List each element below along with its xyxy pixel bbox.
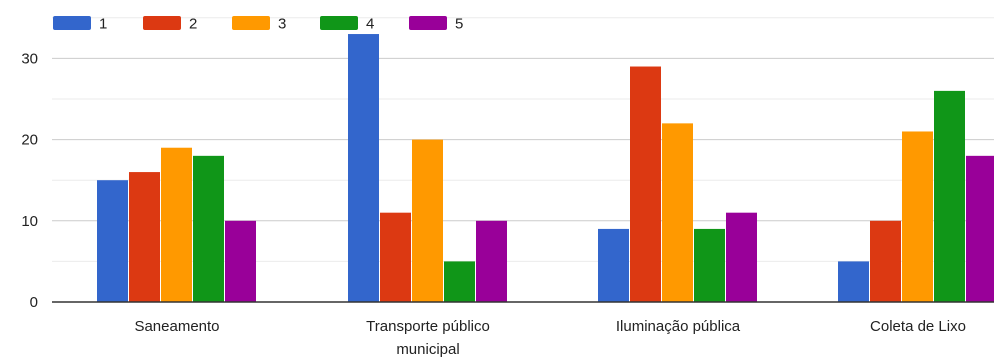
legend-swatch — [409, 16, 447, 30]
legend-swatch — [320, 16, 358, 30]
legend-label: 2 — [189, 16, 197, 33]
bar-series-1-1 — [348, 34, 379, 302]
bar-series-5-1 — [476, 220, 507, 302]
bar-series-1-0 — [97, 180, 128, 302]
bar-series-4-0 — [193, 155, 224, 302]
bar-series-2-2 — [630, 66, 661, 303]
bar-series-4-3 — [934, 90, 965, 302]
legend-item-2: 2 — [143, 16, 197, 33]
bar-series-4-1 — [444, 261, 475, 302]
bar-series-3-1 — [412, 139, 443, 302]
legend-label: 1 — [99, 16, 107, 33]
legend-label: 4 — [366, 16, 374, 33]
y-tick-label: 10 — [21, 213, 38, 230]
legend-swatch — [53, 16, 91, 30]
bar-series-2-3 — [870, 220, 901, 302]
legend-item-4: 4 — [320, 16, 374, 33]
legend-item-1: 1 — [53, 16, 107, 33]
bar-series-5-3 — [966, 155, 994, 302]
bar-series-2-0 — [129, 172, 160, 302]
y-tick-label: 30 — [21, 50, 38, 67]
legend-label: 5 — [455, 16, 463, 33]
x-tick-label: Transporte público — [366, 318, 490, 335]
bar-series-1-2 — [598, 228, 629, 302]
y-tick-label: 20 — [21, 132, 38, 149]
bar-series-4-2 — [694, 228, 725, 302]
legend-swatch — [232, 16, 270, 30]
bar-series-3-3 — [902, 131, 933, 302]
x-tick-label: Iluminação pública — [616, 318, 741, 335]
y-axis-ticks: 0 10 20 30 — [21, 50, 38, 311]
x-tick-label: municipal — [396, 341, 459, 358]
bar-series-3-2 — [662, 123, 693, 302]
bar-series-2-1 — [380, 212, 411, 302]
legend-item-3: 3 — [232, 16, 286, 33]
x-tick-label: Coleta de Lixo — [870, 318, 966, 335]
bar-series-1-3 — [838, 261, 869, 302]
legend-label: 3 — [278, 16, 286, 33]
bars — [97, 34, 994, 303]
x-axis-labels: Saneamento Transporte público municipal Ilu… — [134, 318, 965, 358]
x-tick-label: Saneamento — [134, 318, 219, 335]
bar-series-5-2 — [726, 212, 757, 302]
legend-swatch — [143, 16, 181, 30]
legend-item-5: 5 — [409, 16, 463, 33]
bar-series-3-0 — [161, 147, 192, 302]
y-tick-label: 0 — [30, 294, 38, 311]
legend: 1 2 3 4 5 — [53, 16, 463, 33]
bar-series-5-0 — [225, 220, 256, 302]
